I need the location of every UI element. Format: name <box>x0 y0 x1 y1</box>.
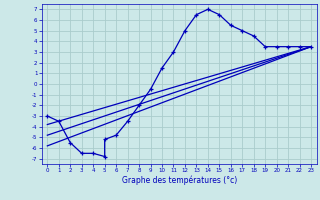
X-axis label: Graphe des températures (°c): Graphe des températures (°c) <box>122 176 237 185</box>
